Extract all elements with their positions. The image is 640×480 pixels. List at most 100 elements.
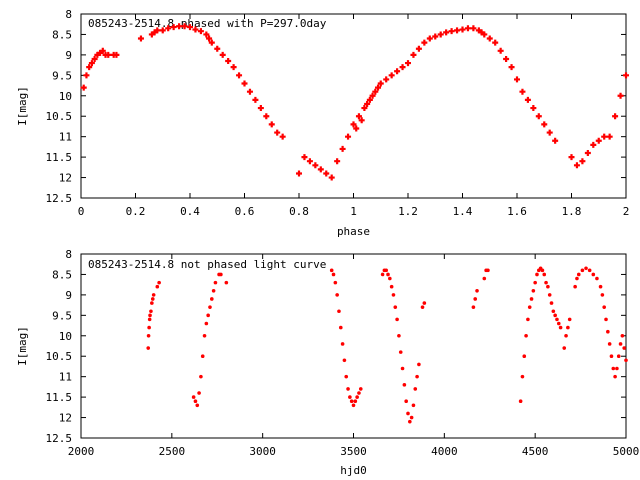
- data-point: [529, 297, 534, 301]
- chart-title: 085243-2514.8 phased with P=297.0day: [88, 17, 327, 30]
- data-point: [395, 317, 399, 322]
- data-point: [568, 154, 575, 161]
- data-point: [615, 366, 619, 371]
- data-point: [386, 272, 390, 277]
- y-tick-label: 9.5: [52, 309, 72, 322]
- data-point: [150, 297, 155, 301]
- data-point: [399, 64, 406, 71]
- data-point: [339, 145, 346, 152]
- x-tick-label: 5000: [613, 445, 640, 458]
- data-point: [333, 280, 338, 285]
- data-point: [604, 317, 608, 322]
- data-point: [620, 333, 625, 338]
- data-point: [151, 293, 156, 297]
- data-point: [394, 68, 401, 75]
- data-point: [530, 105, 537, 112]
- data-point: [208, 39, 215, 46]
- data-point: [323, 170, 330, 177]
- unphased-light-curve-panel: 2000 2500 3000 3500 4000 4500 5000 8 8.5 9 9.5 10 10…: [16, 248, 639, 477]
- data-point: [105, 51, 112, 58]
- data-point: [522, 354, 527, 359]
- data-point: [400, 366, 405, 371]
- x-tick-label: 0.4: [180, 205, 200, 218]
- y-tick-label: 9: [65, 49, 72, 62]
- data-point: [157, 280, 161, 285]
- data-point: [202, 333, 207, 338]
- data-point: [170, 24, 177, 31]
- data-point: [366, 96, 373, 103]
- data-point: [519, 88, 526, 95]
- data-point: [609, 354, 614, 359]
- data-point: [410, 51, 417, 58]
- x-tick-label: 4000: [431, 445, 458, 458]
- y-tick-label: 10: [59, 330, 72, 343]
- y-tick-label: 8.5: [52, 28, 72, 41]
- data-point: [99, 47, 106, 54]
- y-tick-label: 9.5: [52, 69, 72, 82]
- x-tick-label: 1.2: [398, 205, 418, 218]
- data-point: [361, 105, 368, 112]
- data-point: [566, 325, 570, 330]
- data-point: [154, 27, 161, 34]
- data-point: [607, 342, 612, 346]
- data-point: [296, 170, 302, 177]
- data-point: [384, 268, 389, 273]
- data-point: [514, 76, 520, 83]
- data-point: [329, 268, 334, 273]
- data-point: [518, 399, 523, 404]
- y-tick-label: 11.5: [46, 151, 73, 164]
- data-point: [622, 346, 626, 350]
- data-point: [421, 39, 428, 46]
- data-point: [551, 309, 556, 314]
- data-point: [411, 403, 416, 408]
- y-tick-label: 10.5: [46, 350, 73, 363]
- data-point: [555, 317, 559, 322]
- data-point: [348, 395, 352, 399]
- data-point: [257, 105, 264, 112]
- x-tick-label: 1.6: [507, 205, 527, 218]
- data-point: [547, 293, 552, 297]
- data-point: [558, 325, 563, 330]
- data-point: [553, 313, 557, 318]
- data-point: [377, 80, 384, 87]
- data-point: [83, 72, 90, 79]
- data-point: [113, 51, 120, 58]
- data-point: [187, 24, 193, 31]
- data-point: [397, 333, 401, 338]
- data-point: [80, 84, 87, 91]
- data-point: [602, 305, 606, 309]
- data-point: [252, 96, 259, 103]
- data-point: [470, 25, 477, 32]
- data-points: [146, 266, 628, 424]
- data-point: [471, 305, 476, 309]
- data-point: [335, 293, 339, 297]
- data-point: [210, 297, 214, 301]
- data-point: [531, 289, 536, 293]
- data-point: [375, 84, 382, 91]
- data-point: [137, 35, 144, 42]
- data-point: [206, 313, 210, 318]
- data-point: [492, 39, 499, 46]
- data-point: [369, 92, 376, 99]
- data-point: [437, 31, 444, 38]
- data-point: [623, 72, 629, 79]
- data-point: [580, 268, 585, 273]
- data-point: [606, 329, 610, 334]
- data-point: [146, 333, 151, 338]
- data-point: [409, 415, 414, 420]
- x-tick-label: 0: [78, 205, 85, 218]
- data-point: [595, 137, 602, 144]
- data-point: [147, 325, 151, 330]
- x-tick-label: 3000: [249, 445, 276, 458]
- data-point: [191, 395, 196, 399]
- data-point: [587, 268, 592, 273]
- data-point: [301, 154, 308, 161]
- data-point: [590, 141, 597, 148]
- chart-title: 085243-2514.8 not phased light curve: [88, 258, 326, 271]
- data-point: [263, 113, 270, 120]
- data-point: [406, 411, 410, 416]
- x-tick-label: 1: [350, 205, 357, 218]
- data-point: [219, 272, 223, 277]
- data-point: [148, 313, 152, 318]
- data-point: [415, 45, 422, 52]
